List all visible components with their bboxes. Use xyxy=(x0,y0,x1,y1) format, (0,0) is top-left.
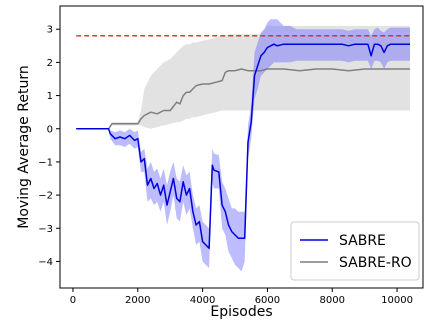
y-axis-label: Moving Average Return xyxy=(16,65,32,228)
band-sabre xyxy=(76,19,410,272)
x-tick-label: 4000 xyxy=(190,295,215,306)
legend: SABRE SABRE-RO xyxy=(290,221,420,281)
plot-frame xyxy=(59,5,424,289)
y-tick-label: −2 xyxy=(38,191,53,202)
x-tick-label: 0 xyxy=(70,295,76,306)
x-axis-ticks: 0 2000 4000 6000 8000 10000 xyxy=(70,288,413,306)
series-lines xyxy=(76,43,410,249)
x-tick-label: 2000 xyxy=(125,295,150,306)
line-sabre xyxy=(76,43,410,249)
y-tick-label: 3 xyxy=(47,25,53,36)
confidence-bands xyxy=(76,19,410,272)
legend-label: SABRE xyxy=(339,233,386,249)
legend-label: SABRE-RO xyxy=(339,255,412,271)
x-tick-label: 8000 xyxy=(320,295,345,306)
x-tick-label: 10000 xyxy=(381,295,413,306)
band-sabre-ro xyxy=(76,25,410,129)
x-tick-label: 6000 xyxy=(255,295,280,306)
y-tick-label: −4 xyxy=(38,257,53,268)
y-tick-label: 2 xyxy=(47,58,53,69)
y-axis-ticks: −4 −3 −2 −1 0 1 2 3 xyxy=(38,25,60,268)
line-sabre-ro xyxy=(76,68,410,130)
x-axis-label: Episodes xyxy=(210,304,272,320)
y-tick-label: 0 xyxy=(47,124,53,135)
y-tick-label: 1 xyxy=(47,91,53,102)
y-tick-label: −1 xyxy=(38,157,53,168)
legend-box xyxy=(290,221,420,281)
y-tick-label: −3 xyxy=(38,224,53,235)
